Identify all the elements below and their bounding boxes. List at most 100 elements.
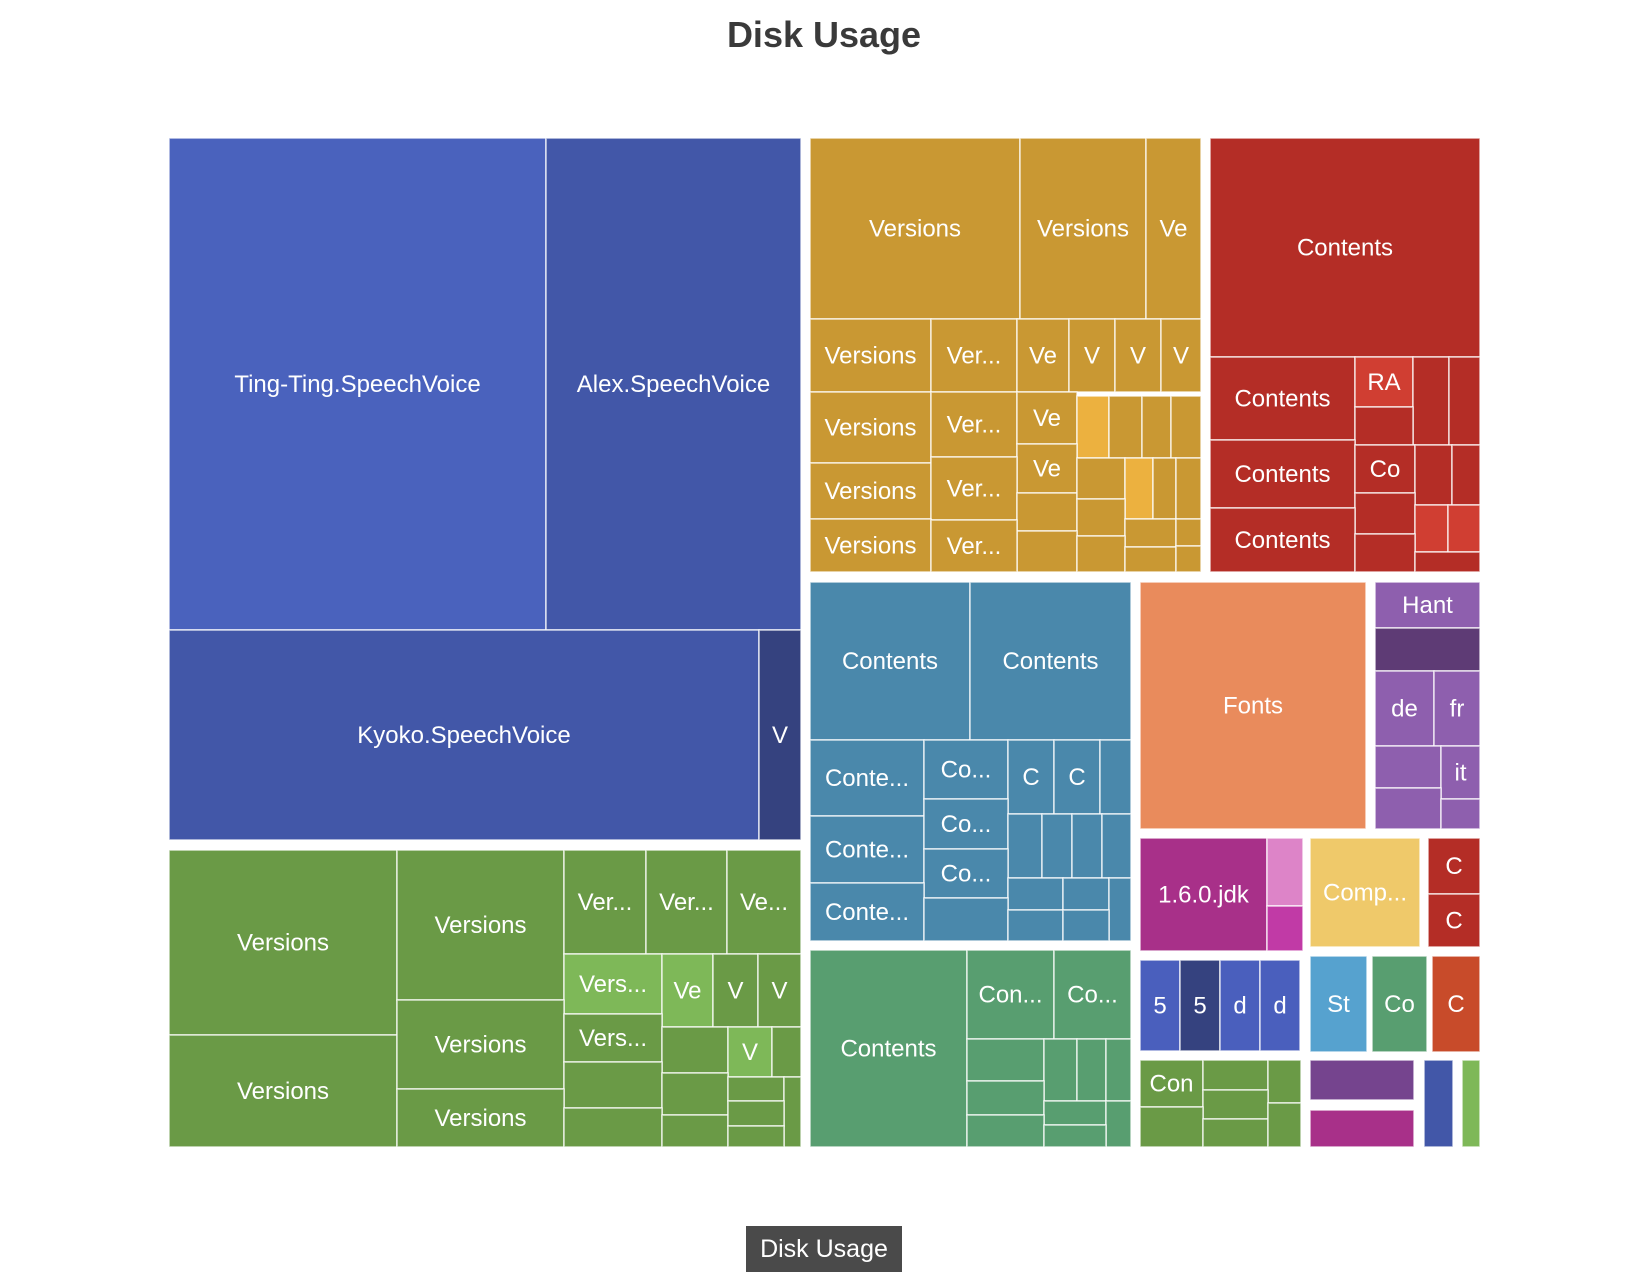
- treemap-cell-unlabeled[interactable]: [1170, 395, 1202, 459]
- treemap-cell-unlabeled[interactable]: [1414, 551, 1481, 573]
- treemap-cell[interactable]: [757, 953, 802, 1028]
- treemap-cell-unlabeled[interactable]: [1461, 1059, 1481, 1148]
- treemap-cell-unlabeled[interactable]: [1041, 813, 1073, 879]
- treemap-cell-unlabeled[interactable]: [1267, 1102, 1302, 1148]
- treemap-cell-unlabeled[interactable]: [1139, 1106, 1204, 1148]
- treemap-cell[interactable]: [923, 798, 1009, 850]
- treemap-cell-unlabeled[interactable]: [1007, 813, 1043, 879]
- treemap-cell-unlabeled[interactable]: [1043, 1038, 1078, 1102]
- treemap-cell[interactable]: [923, 739, 1009, 800]
- treemap-cell-unlabeled[interactable]: [1099, 739, 1132, 815]
- treemap-cell-unlabeled[interactable]: [1414, 504, 1449, 553]
- treemap-cell[interactable]: [1209, 356, 1356, 441]
- treemap-cell-unlabeled[interactable]: [771, 1026, 802, 1078]
- treemap-cell[interactable]: [1179, 959, 1221, 1052]
- breadcrumb-button[interactable]: Disk Usage: [746, 1226, 902, 1272]
- treemap-cell-unlabeled[interactable]: [727, 1100, 785, 1127]
- treemap-cell-unlabeled[interactable]: [966, 1114, 1045, 1148]
- treemap-cell-unlabeled[interactable]: [1101, 813, 1132, 879]
- treemap-cell-unlabeled[interactable]: [1354, 492, 1416, 535]
- treemap-cell-unlabeled[interactable]: [1202, 1089, 1269, 1120]
- treemap-cell-unlabeled[interactable]: [1175, 545, 1202, 573]
- treemap-cell[interactable]: [1209, 137, 1481, 358]
- treemap-cell-unlabeled[interactable]: [1175, 518, 1202, 547]
- treemap-cell[interactable]: [1053, 949, 1132, 1040]
- treemap-cell[interactable]: [1219, 959, 1261, 1052]
- treemap-cell[interactable]: [1139, 837, 1268, 952]
- treemap-cell-unlabeled[interactable]: [563, 1061, 663, 1109]
- treemap-cell-unlabeled[interactable]: [1007, 909, 1064, 942]
- treemap-cell[interactable]: [1160, 318, 1202, 393]
- treemap-cell[interactable]: [809, 462, 932, 520]
- treemap-cell[interactable]: [563, 849, 647, 955]
- treemap-cell-unlabeled[interactable]: [1374, 745, 1442, 789]
- treemap-cell[interactable]: [809, 815, 925, 884]
- treemap-cell-unlabeled[interactable]: [1202, 1059, 1269, 1091]
- treemap-cell[interactable]: [1114, 318, 1162, 393]
- treemap-cell-unlabeled[interactable]: [1448, 356, 1481, 446]
- treemap-cell[interactable]: [1374, 581, 1481, 629]
- treemap-cell-unlabeled[interactable]: [1354, 533, 1416, 573]
- treemap-cell[interactable]: [1016, 318, 1070, 393]
- treemap-cell[interactable]: [168, 1034, 398, 1148]
- treemap-cell-unlabeled[interactable]: [661, 1114, 729, 1148]
- treemap-cell[interactable]: [1068, 318, 1116, 393]
- treemap-cell[interactable]: [1440, 745, 1481, 800]
- treemap-cell-unlabeled[interactable]: [1374, 627, 1481, 672]
- treemap-cell[interactable]: [1433, 670, 1481, 747]
- treemap-cell-unlabeled[interactable]: [563, 1107, 663, 1148]
- treemap-cell[interactable]: [758, 629, 802, 841]
- treemap-cell-unlabeled[interactable]: [1152, 457, 1177, 520]
- treemap-cell[interactable]: [930, 519, 1018, 573]
- treemap-cell[interactable]: [923, 848, 1009, 899]
- treemap-cell-unlabeled[interactable]: [1447, 504, 1481, 553]
- treemap-cell-unlabeled[interactable]: [1062, 909, 1110, 942]
- treemap-cell[interactable]: [396, 849, 565, 1001]
- treemap-cell[interactable]: [168, 629, 760, 841]
- treemap-cell-unlabeled[interactable]: [783, 1076, 802, 1148]
- treemap-cell[interactable]: [1053, 739, 1101, 815]
- treemap-cell-unlabeled[interactable]: [1108, 877, 1132, 942]
- treemap-cell-unlabeled[interactable]: [1105, 1100, 1132, 1148]
- treemap-cell[interactable]: [545, 137, 802, 631]
- treemap-cell-unlabeled[interactable]: [1108, 395, 1143, 459]
- treemap-cell-unlabeled[interactable]: [1414, 444, 1453, 506]
- treemap-cell[interactable]: [726, 849, 802, 955]
- treemap-cell[interactable]: [1427, 893, 1481, 948]
- treemap-cell-unlabeled[interactable]: [1076, 498, 1126, 537]
- treemap-cell[interactable]: [809, 949, 968, 1148]
- treemap-cell-unlabeled[interactable]: [1043, 1124, 1107, 1148]
- treemap-cell-unlabeled[interactable]: [1007, 877, 1064, 911]
- treemap-cell[interactable]: [1016, 443, 1078, 494]
- treemap-cell-unlabeled[interactable]: [966, 1080, 1045, 1116]
- treemap-cell-unlabeled[interactable]: [1076, 1038, 1107, 1102]
- treemap-cell[interactable]: [1145, 137, 1202, 320]
- treemap-cell-unlabeled[interactable]: [1440, 798, 1481, 830]
- treemap-cell[interactable]: [809, 318, 932, 393]
- treemap-cell-unlabeled[interactable]: [1141, 395, 1172, 459]
- treemap-cell-unlabeled[interactable]: [1124, 518, 1177, 548]
- treemap-cell-unlabeled[interactable]: [1309, 1109, 1415, 1148]
- treemap-cell-unlabeled[interactable]: [923, 897, 1009, 942]
- treemap-cell[interactable]: [396, 999, 565, 1090]
- treemap-cell-unlabeled[interactable]: [1451, 444, 1481, 506]
- treemap-cell[interactable]: [1139, 959, 1181, 1052]
- treemap-cell-unlabeled[interactable]: [1266, 837, 1304, 907]
- treemap-cell-unlabeled[interactable]: [1076, 535, 1126, 573]
- treemap-cell[interactable]: [930, 318, 1018, 393]
- treemap-cell[interactable]: [1309, 955, 1368, 1053]
- treemap-cell[interactable]: [969, 581, 1132, 741]
- treemap-cell-unlabeled[interactable]: [1076, 395, 1110, 459]
- treemap-cell-unlabeled[interactable]: [1105, 1038, 1132, 1102]
- treemap-cell-unlabeled[interactable]: [1016, 492, 1078, 532]
- treemap-cell-unlabeled[interactable]: [1202, 1118, 1269, 1148]
- treemap-cell-unlabeled[interactable]: [661, 1026, 729, 1074]
- treemap-cell-unlabeled[interactable]: [727, 1125, 785, 1148]
- treemap-cell[interactable]: [1139, 581, 1367, 830]
- treemap-cell-unlabeled[interactable]: [1016, 530, 1078, 573]
- treemap-cell[interactable]: [1209, 439, 1356, 509]
- treemap-cell[interactable]: [809, 391, 932, 464]
- treemap-cell[interactable]: [1431, 955, 1481, 1053]
- treemap-cell[interactable]: [396, 1088, 565, 1148]
- treemap-cell[interactable]: [1016, 391, 1078, 445]
